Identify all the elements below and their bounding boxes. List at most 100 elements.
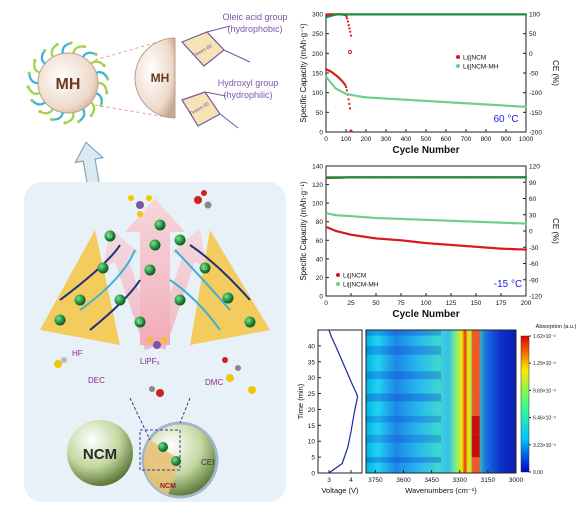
plot-frame bbox=[365, 329, 517, 474]
x-tick-label: 3450 bbox=[424, 477, 439, 484]
series-capacity-lincmmh bbox=[325, 212, 528, 225]
li-ion bbox=[154, 219, 166, 231]
ligand-chain bbox=[174, 249, 231, 311]
band-shade bbox=[366, 371, 441, 380]
band-shade bbox=[366, 393, 441, 402]
series-capacity-lincm bbox=[325, 68, 352, 110]
legend: Li||NCM Li||NCM-MH bbox=[336, 273, 379, 289]
colorbar-tick-label: 0.00 bbox=[533, 470, 543, 476]
x-tick-label: 150 bbox=[471, 300, 482, 307]
hydroxyl-sub-label: (hydrophilic) bbox=[223, 90, 272, 100]
data-point bbox=[524, 13, 528, 16]
ligand-head bbox=[77, 119, 81, 124]
peak-band bbox=[471, 457, 480, 473]
chart-60c: 0 100 200 300 400 500 600 700 800 900 100005010015… bbox=[299, 12, 560, 157]
li-ions: Li Li Li bbox=[54, 219, 256, 328]
x-tick-label: 25 bbox=[347, 300, 355, 307]
li-ion bbox=[244, 316, 256, 328]
cei-wedge bbox=[143, 440, 180, 495]
ligand-hair bbox=[90, 101, 96, 117]
chart-minus15c: 0 25 50 75 100 125 150 175 200 0 20 40 60 80 100 120 140… bbox=[299, 164, 560, 321]
hydroxyl-label: Hydroxyl group bbox=[218, 78, 279, 88]
ligand-head bbox=[69, 41, 73, 45]
y-tick-label: 40 bbox=[316, 256, 324, 263]
y-axis-label: Specific Capacity (mAh·g⁻¹) bbox=[299, 23, 308, 123]
data-point bbox=[524, 176, 528, 179]
ligand-head bbox=[82, 44, 87, 49]
y-tick-label: 5 bbox=[311, 455, 315, 462]
legend-marker bbox=[336, 273, 340, 277]
ligand-chain bbox=[79, 249, 136, 311]
ligand-head bbox=[63, 121, 67, 125]
y2-axis-label: CE (%) bbox=[551, 60, 560, 86]
peak-band bbox=[471, 434, 480, 458]
x-tick-label: 3300 bbox=[453, 477, 468, 484]
data-point bbox=[345, 86, 348, 89]
li-ion bbox=[74, 294, 86, 306]
x-tick-label: 400 bbox=[401, 136, 412, 143]
ligand-head bbox=[55, 42, 59, 47]
peak-band bbox=[471, 345, 480, 372]
y2-tick-label: 30 bbox=[529, 212, 537, 219]
x-tick-label: 0 bbox=[324, 136, 328, 143]
mh-cap bbox=[134, 37, 176, 119]
series-capacity-lincmmh bbox=[325, 75, 528, 108]
zoom-line-bottom bbox=[94, 104, 173, 119]
y2-tick-label: 100 bbox=[529, 12, 540, 19]
x-axis-label: Voltage (V) bbox=[321, 486, 359, 495]
ligand-hair bbox=[31, 99, 46, 106]
data-point bbox=[346, 17, 349, 20]
schematic: MH MH Tween 80 Tween 80 Oleic acid group… bbox=[24, 12, 288, 502]
y-axis-label: Time (min) bbox=[296, 383, 305, 419]
data-point bbox=[348, 107, 352, 110]
data-point bbox=[345, 15, 348, 18]
y-tick-label: 140 bbox=[312, 164, 323, 171]
ligand-hair bbox=[40, 49, 46, 65]
ligand-hair bbox=[39, 108, 54, 115]
y-tick-label: 35 bbox=[308, 359, 316, 366]
colorbar-tick-label: 1.62×10⁻² bbox=[533, 334, 556, 340]
y2-tick-label: -100 bbox=[529, 90, 542, 97]
y-tick-label: 20 bbox=[316, 275, 324, 282]
y-tick-label: 0 bbox=[311, 471, 315, 478]
x-tick-label: 500 bbox=[421, 136, 432, 143]
ligand-hair bbox=[33, 60, 41, 74]
x-tick-label: 0 bbox=[324, 300, 328, 307]
y2-tick-label: -50 bbox=[529, 71, 539, 78]
tween-molecule-top: Tween 80 bbox=[180, 25, 251, 67]
data-point bbox=[344, 84, 347, 87]
dmc-label: DMC bbox=[205, 378, 223, 387]
band-shade bbox=[366, 330, 441, 336]
y2-tick-label: -120 bbox=[529, 294, 542, 301]
band-shade bbox=[366, 434, 441, 443]
band-shade bbox=[366, 457, 441, 463]
legend-label: Li||NCM bbox=[463, 55, 486, 62]
li-ion bbox=[144, 264, 156, 276]
series-capacity-lincm bbox=[325, 226, 528, 251]
y-tick-label: 25 bbox=[308, 391, 316, 398]
peak-band bbox=[471, 371, 480, 394]
y2-tick-label: -60 bbox=[529, 261, 539, 268]
x-tick-label: 3 bbox=[327, 477, 331, 484]
y-tick-label: 20 bbox=[308, 407, 316, 414]
y2-tick-label: 120 bbox=[529, 164, 540, 171]
plot-frame bbox=[325, 165, 527, 297]
y-tick-label: 120 bbox=[312, 182, 323, 189]
ligand-hair bbox=[97, 81, 108, 94]
data-point bbox=[348, 102, 351, 105]
heatmap-cells bbox=[366, 330, 516, 473]
y2-tick-label: -150 bbox=[529, 110, 542, 117]
band-shade bbox=[366, 415, 441, 423]
x-axis-label: Wavenumbers (cm⁻¹) bbox=[405, 486, 477, 495]
x-tick-label: 300 bbox=[381, 136, 392, 143]
x-tick-label: 50 bbox=[372, 300, 380, 307]
y2-axis-label: CE (%) bbox=[551, 218, 560, 244]
li-ion-label: Li bbox=[138, 320, 142, 325]
y2-tick-label: 0 bbox=[529, 229, 533, 236]
ligand-head bbox=[38, 110, 42, 114]
y-tick-label: 200 bbox=[312, 51, 323, 58]
li-ion bbox=[222, 292, 234, 304]
x-tick-label: 3000 bbox=[509, 477, 524, 484]
ligand-hair bbox=[72, 45, 85, 54]
temperature-annotation: -15 °C bbox=[494, 279, 522, 290]
